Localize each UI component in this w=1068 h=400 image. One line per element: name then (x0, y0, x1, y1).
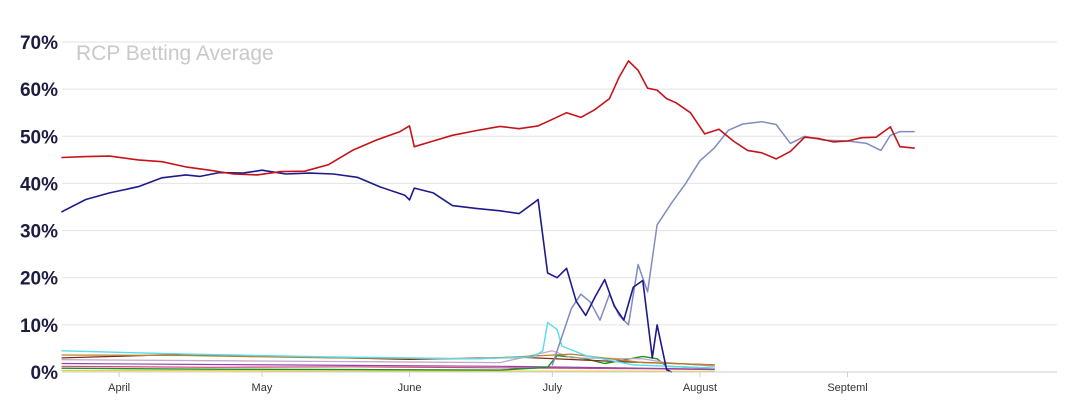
y-tick-label: 70% (20, 33, 58, 54)
series-line (61, 60, 915, 176)
x-tick-label: June (398, 382, 422, 394)
y-axis-ticks: 0% 10% 20% 30% 40% 50% 60% 70% (20, 33, 58, 384)
grid-lines (62, 41, 1057, 326)
series-line (61, 353, 715, 366)
y-tick-label: 60% (20, 80, 58, 101)
y-tick-label: 20% (20, 269, 58, 290)
y-tick-label: 30% (20, 222, 58, 243)
series-line (61, 321, 715, 369)
x-tick-label: May (252, 382, 273, 394)
series-lines (61, 60, 915, 373)
x-tick-label: Septeml (827, 382, 867, 394)
series-line (61, 350, 715, 367)
series-line (551, 120, 915, 366)
x-tick-label: July (543, 382, 563, 394)
y-tick-label: 10% (20, 316, 58, 337)
series-line (61, 362, 715, 370)
x-tick-label: August (683, 382, 717, 394)
y-tick-label: 50% (20, 127, 58, 148)
series-line (61, 370, 715, 373)
y-tick-label: 0% (31, 363, 59, 384)
y-tick-label: 40% (20, 174, 58, 195)
x-axis-ticks: April May June July August Septeml (108, 372, 868, 394)
series-line (61, 169, 673, 373)
chart-title: RCP Betting Average (76, 42, 274, 65)
series-line (61, 354, 715, 371)
x-tick-label: April (108, 382, 130, 394)
